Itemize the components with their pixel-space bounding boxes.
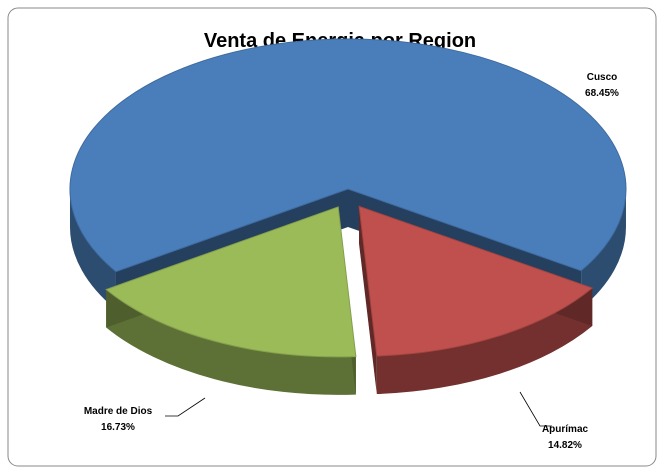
slice-label: Cusco	[587, 72, 618, 83]
leader-line	[519, 391, 552, 427]
slice-cut	[359, 206, 377, 395]
leader-line	[165, 397, 206, 417]
slice	[358, 205, 594, 357]
slice	[69, 38, 627, 273]
slice-label: Apurímac	[542, 424, 589, 435]
slice-side	[106, 289, 356, 395]
slice-value-label: 68.45%	[585, 88, 619, 99]
slice-value-label: 14.82%	[548, 440, 582, 451]
slice	[105, 206, 357, 358]
slice-value-label: 16.73%	[101, 422, 135, 433]
slice-side	[376, 288, 593, 395]
slice-label: Madre de Dios	[84, 406, 153, 417]
